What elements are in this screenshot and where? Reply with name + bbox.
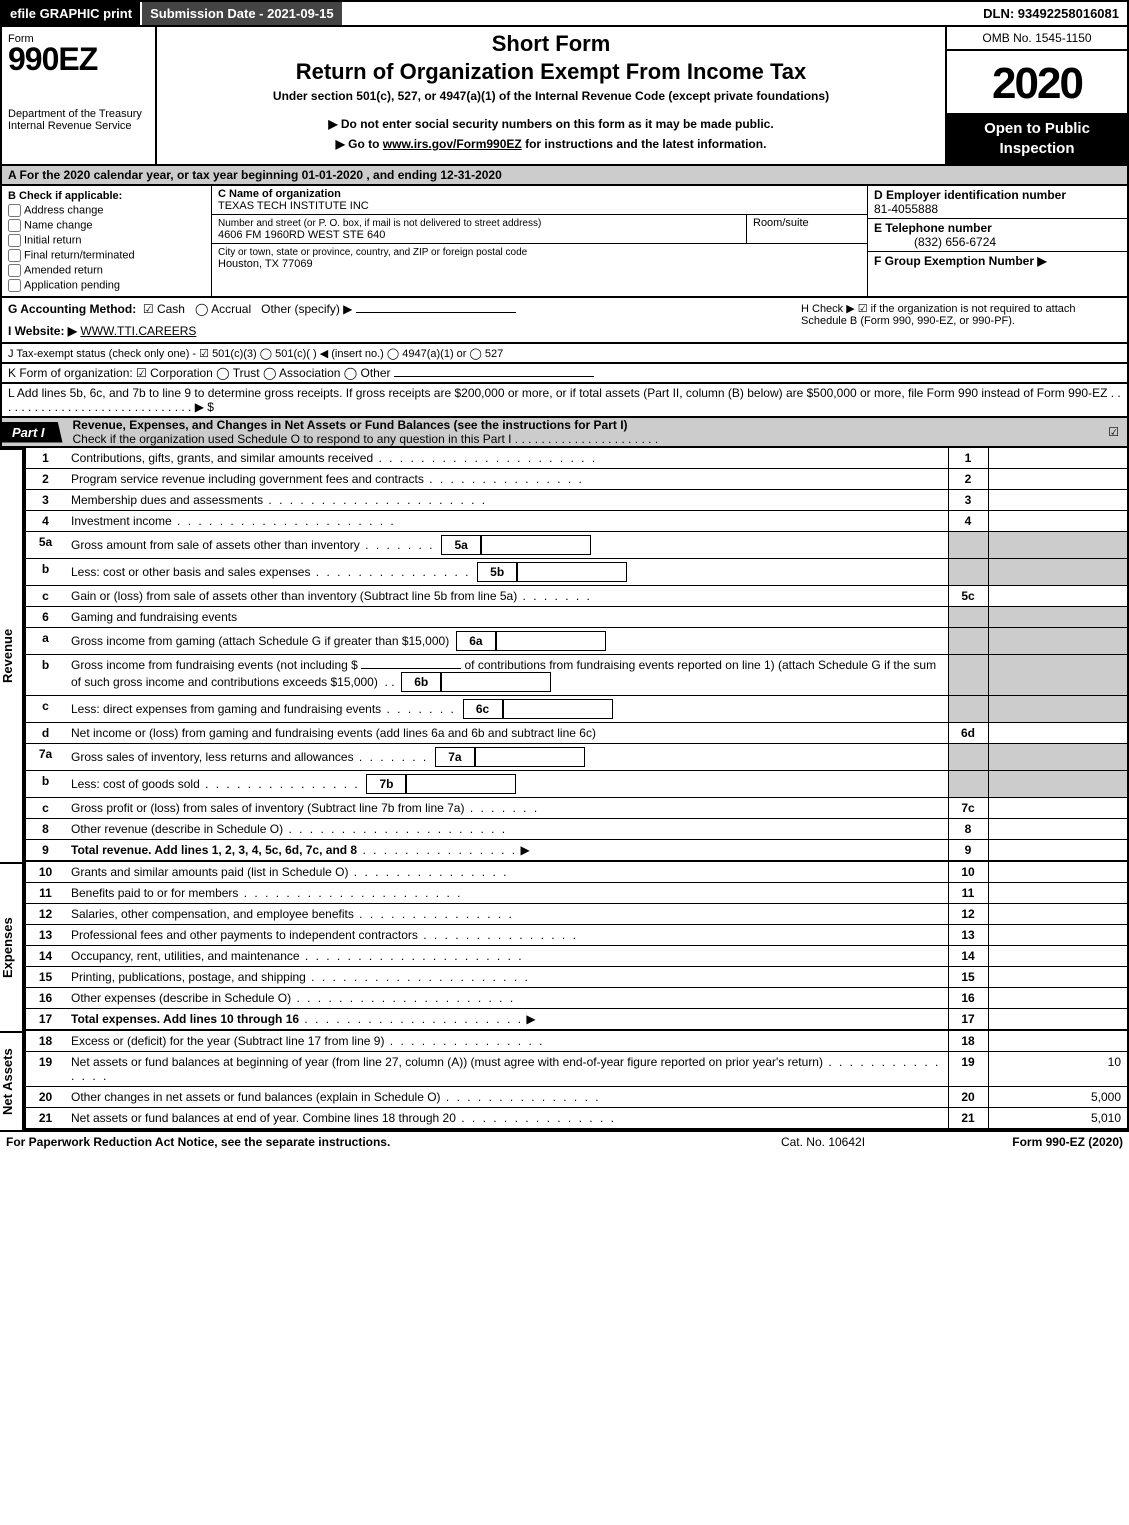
- efile-label: efile GRAPHIC print: [2, 2, 140, 25]
- line-9: 9Total revenue. Add lines 1, 2, 3, 4, 5c…: [25, 840, 1128, 862]
- submission-date: Submission Date - 2021-09-15: [140, 2, 342, 25]
- line-20: 20Other changes in net assets or fund ba…: [25, 1087, 1128, 1108]
- line-7a: 7aGross sales of inventory, less returns…: [25, 744, 1128, 771]
- line-7b: bLess: cost of goods sold 7b: [25, 771, 1128, 798]
- omb-number: OMB No. 1545-1150: [947, 27, 1127, 51]
- irs-link[interactable]: www.irs.gov/Form990EZ: [383, 137, 522, 151]
- expenses-side-label: Expenses: [0, 862, 24, 1031]
- line-3: 3Membership dues and assessments3: [25, 490, 1128, 511]
- city-value: Houston, TX 77069: [218, 258, 313, 270]
- line-k: K Form of organization: ☑ Corporation ◯ …: [0, 364, 1129, 384]
- line-6: 6Gaming and fundraising events: [25, 607, 1128, 628]
- part-1-label: Part I: [2, 422, 63, 443]
- form-subtitle: Under section 501(c), 527, or 4947(a)(1)…: [165, 89, 937, 103]
- box-b: B Check if applicable: Address change Na…: [2, 186, 212, 296]
- chk-application-pending[interactable]: Application pending: [8, 279, 205, 292]
- line-14: 14Occupancy, rent, utilities, and mainte…: [25, 946, 1128, 967]
- part-1-checkbox[interactable]: ☑: [1108, 425, 1127, 439]
- ein-value: 81-4055888: [874, 202, 938, 216]
- box-b-heading: B Check if applicable:: [8, 190, 205, 202]
- tax-year: 2020: [947, 51, 1127, 113]
- line-11: 11Benefits paid to or for members11: [25, 883, 1128, 904]
- line-5c: cGain or (loss) from sale of assets othe…: [25, 586, 1128, 607]
- line-j: J Tax-exempt status (check only one) - ☑…: [0, 344, 1129, 364]
- page-footer: For Paperwork Reduction Act Notice, see …: [0, 1130, 1129, 1152]
- box-c-label: C Name of organization: [218, 188, 341, 200]
- line-1: 1Contributions, gifts, grants, and simil…: [25, 448, 1128, 469]
- chk-final-return[interactable]: Final return/terminated: [8, 249, 205, 262]
- form-number: 990EZ: [8, 41, 149, 78]
- website-value: WWW.TTI.CAREERS: [80, 324, 196, 338]
- net-assets-table: 18Excess or (deficit) for the year (Subt…: [24, 1031, 1129, 1130]
- part-1-title: Revenue, Expenses, and Changes in Net As…: [63, 418, 1109, 446]
- revenue-table: 1Contributions, gifts, grants, and simil…: [24, 448, 1129, 862]
- line-a: A For the 2020 calendar year, or tax yea…: [0, 166, 1129, 186]
- box-f-label: F Group Exemption Number ▶: [874, 254, 1047, 268]
- row-gh: G Accounting Method: ☑ Cash ◯ Accrual Ot…: [0, 298, 1129, 344]
- line-6b: bGross income from fundraising events (n…: [25, 655, 1128, 696]
- phone-value: (832) 656-6724: [874, 235, 996, 249]
- chk-initial-return[interactable]: Initial return: [8, 234, 205, 247]
- line-15: 15Printing, publications, postage, and s…: [25, 967, 1128, 988]
- box-def: D Employer identification number 81-4055…: [867, 186, 1127, 296]
- form-title: Return of Organization Exempt From Incom…: [165, 59, 937, 85]
- line-6c: cLess: direct expenses from gaming and f…: [25, 696, 1128, 723]
- city-label: City or town, state or province, country…: [218, 247, 527, 258]
- chk-address-change[interactable]: Address change: [8, 204, 205, 217]
- addr-value: 4606 FM 1960RD WEST STE 640: [218, 229, 385, 241]
- line-5a: 5aGross amount from sale of assets other…: [25, 532, 1128, 559]
- chk-amended-return[interactable]: Amended return: [8, 264, 205, 277]
- line-19: 19Net assets or fund balances at beginni…: [25, 1052, 1128, 1087]
- line-4: 4Investment income4: [25, 511, 1128, 532]
- chk-name-change[interactable]: Name change: [8, 219, 205, 232]
- box-e-label: E Telephone number: [874, 221, 992, 235]
- footer-catno: Cat. No. 10642I: [723, 1135, 923, 1149]
- line-18: 18Excess or (deficit) for the year (Subt…: [25, 1031, 1128, 1052]
- instructions-link-row: ▶ Go to www.irs.gov/Form990EZ for instru…: [165, 137, 937, 151]
- line-17: 17Total expenses. Add lines 10 through 1…: [25, 1009, 1128, 1031]
- form-header: Form 990EZ Department of the Treasury In…: [0, 27, 1129, 166]
- room-suite-label: Room/suite: [747, 215, 867, 243]
- footer-formref: Form 990-EZ (2020): [923, 1135, 1123, 1149]
- section-bcdef: B Check if applicable: Address change Na…: [0, 186, 1129, 298]
- part-1-header: Part I Revenue, Expenses, and Changes in…: [0, 418, 1129, 448]
- line-6a: aGross income from gaming (attach Schedu…: [25, 628, 1128, 655]
- dln: DLN: 93492258016081: [983, 6, 1127, 21]
- short-form-title: Short Form: [165, 31, 937, 57]
- line-g: G Accounting Method: ☑ Cash ◯ Accrual Ot…: [8, 302, 801, 338]
- line-6d: dNet income or (loss) from gaming and fu…: [25, 723, 1128, 744]
- footer-left: For Paperwork Reduction Act Notice, see …: [6, 1135, 723, 1149]
- addr-label: Number and street (or P. O. box, if mail…: [218, 218, 541, 229]
- department-label: Department of the Treasury Internal Reve…: [8, 108, 149, 132]
- line-2: 2Program service revenue including gover…: [25, 469, 1128, 490]
- line-16: 16Other expenses (describe in Schedule O…: [25, 988, 1128, 1009]
- line-i-label: I Website: ▶: [8, 324, 77, 338]
- line-7c: cGross profit or (loss) from sales of in…: [25, 798, 1128, 819]
- open-to-public: Open to Public Inspection: [947, 113, 1127, 164]
- line-l: L Add lines 5b, 6c, and 7b to line 9 to …: [0, 384, 1129, 418]
- line-13: 13Professional fees and other payments t…: [25, 925, 1128, 946]
- line-10: 10Grants and similar amounts paid (list …: [25, 862, 1128, 883]
- line-8: 8Other revenue (describe in Schedule O)8: [25, 819, 1128, 840]
- note2-pre: ▶ Go to: [336, 137, 383, 151]
- expenses-table: 10Grants and similar amounts paid (list …: [24, 862, 1129, 1031]
- net-assets-side-label: Net Assets: [0, 1031, 24, 1130]
- line-5b: bLess: cost or other basis and sales exp…: [25, 559, 1128, 586]
- revenue-side-label: Revenue: [0, 448, 24, 862]
- box-d-label: D Employer identification number: [874, 188, 1066, 202]
- line-12: 12Salaries, other compensation, and empl…: [25, 904, 1128, 925]
- box-c: C Name of organization TEXAS TECH INSTIT…: [212, 186, 867, 296]
- line-h: H Check ▶ ☑ if the organization is not r…: [801, 302, 1121, 338]
- ssn-warning: ▶ Do not enter social security numbers o…: [165, 117, 937, 131]
- org-name: TEXAS TECH INSTITUTE INC: [218, 200, 369, 212]
- line-21: 21Net assets or fund balances at end of …: [25, 1108, 1128, 1130]
- top-bar: efile GRAPHIC print Submission Date - 20…: [0, 0, 1129, 27]
- note2-post: for instructions and the latest informat…: [522, 137, 767, 151]
